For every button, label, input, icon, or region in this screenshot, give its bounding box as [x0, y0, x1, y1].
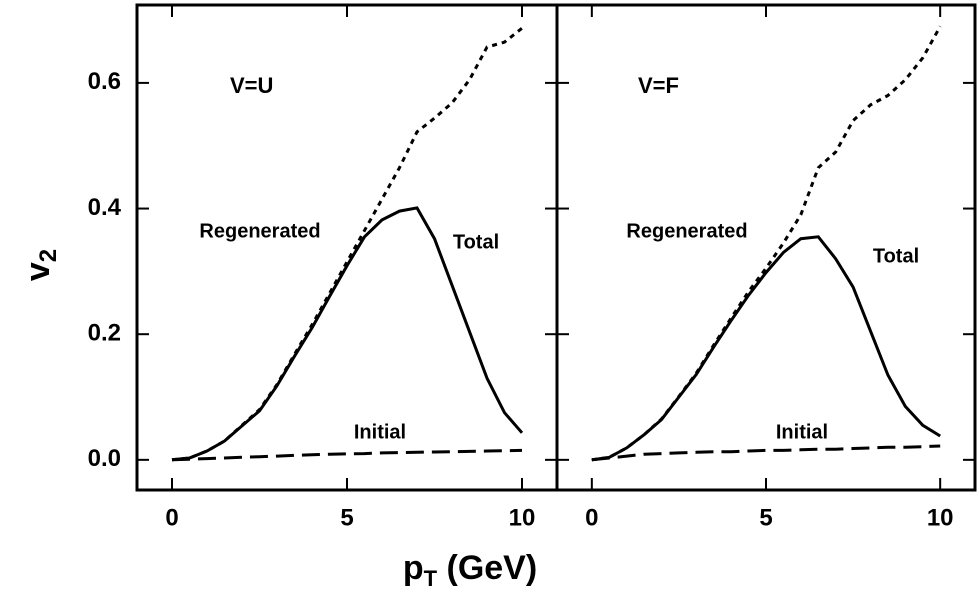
curve-solid — [591, 235, 941, 462]
y-tick-label: 0.6 — [88, 68, 121, 95]
curve-label: Total — [453, 231, 499, 253]
y-tick-label: 0.0 — [88, 445, 121, 472]
x-tick-label: 10 — [927, 504, 954, 531]
label-part: (GeV) — [437, 549, 537, 587]
panel-label: V=F — [638, 73, 679, 98]
curve-label: Regenerated — [626, 220, 747, 242]
panel: 0 5 10 Total Regenerated Initial V=F — [555, 3, 977, 531]
curve-label: Total — [873, 245, 919, 267]
x-axis-label: pT (GeV) — [403, 549, 537, 591]
subscript: T — [424, 566, 438, 591]
label-part: v — [19, 262, 57, 281]
panel: 0 5 10 0.0 0.2 0.4 0.6 Total Regenerated Initial V… — [19, 3, 559, 591]
x-tick-label: 5 — [759, 504, 772, 531]
y-tick-label: 0.2 — [88, 320, 121, 347]
panel-label: V=U — [230, 73, 273, 98]
x-tick-label: 10 — [509, 504, 536, 531]
curve-dashed — [591, 444, 941, 462]
x-tick-label: 0 — [585, 504, 598, 531]
y-axis-label: v2 — [19, 249, 62, 281]
y-tick-label: 0.4 — [88, 194, 122, 221]
curve-dashed — [171, 448, 523, 462]
x-tick-label: 0 — [165, 504, 178, 531]
curve-label: Initial — [776, 421, 828, 443]
curve-dotted — [171, 27, 523, 462]
label-part: p — [403, 549, 424, 587]
x-tick-label: 5 — [340, 504, 353, 531]
curve-label: Initial — [354, 421, 406, 443]
subscript: 2 — [35, 249, 62, 262]
curve-label: Regenerated — [199, 220, 320, 242]
